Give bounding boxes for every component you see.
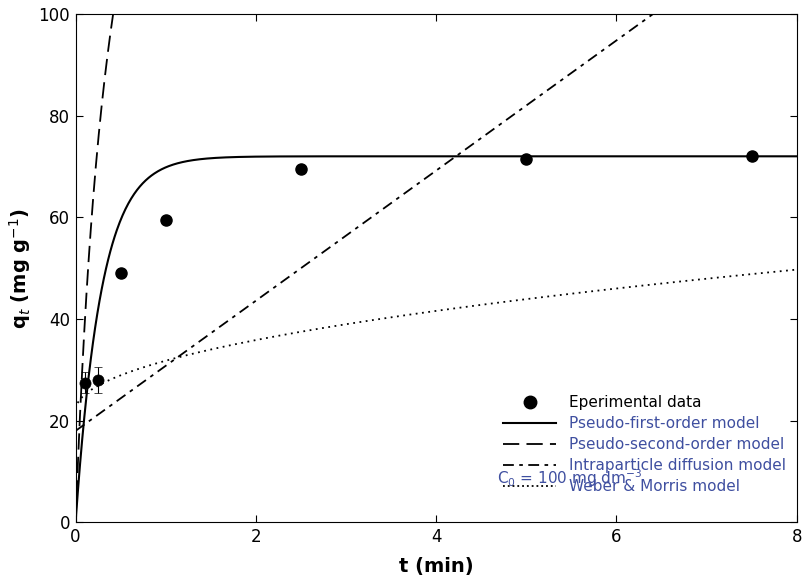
Legend: Eperimental data, Pseudo-first-order model, Pseudo-second-order model, Intrapart: Eperimental data, Pseudo-first-order mod… (503, 395, 786, 494)
X-axis label: t (min): t (min) (399, 557, 473, 576)
Text: C$_0$ = 100 mg dm$^{-3}$: C$_0$ = 100 mg dm$^{-3}$ (498, 468, 643, 489)
Y-axis label: q$_t$ (mg g$^{-1}$): q$_t$ (mg g$^{-1}$) (7, 208, 33, 329)
